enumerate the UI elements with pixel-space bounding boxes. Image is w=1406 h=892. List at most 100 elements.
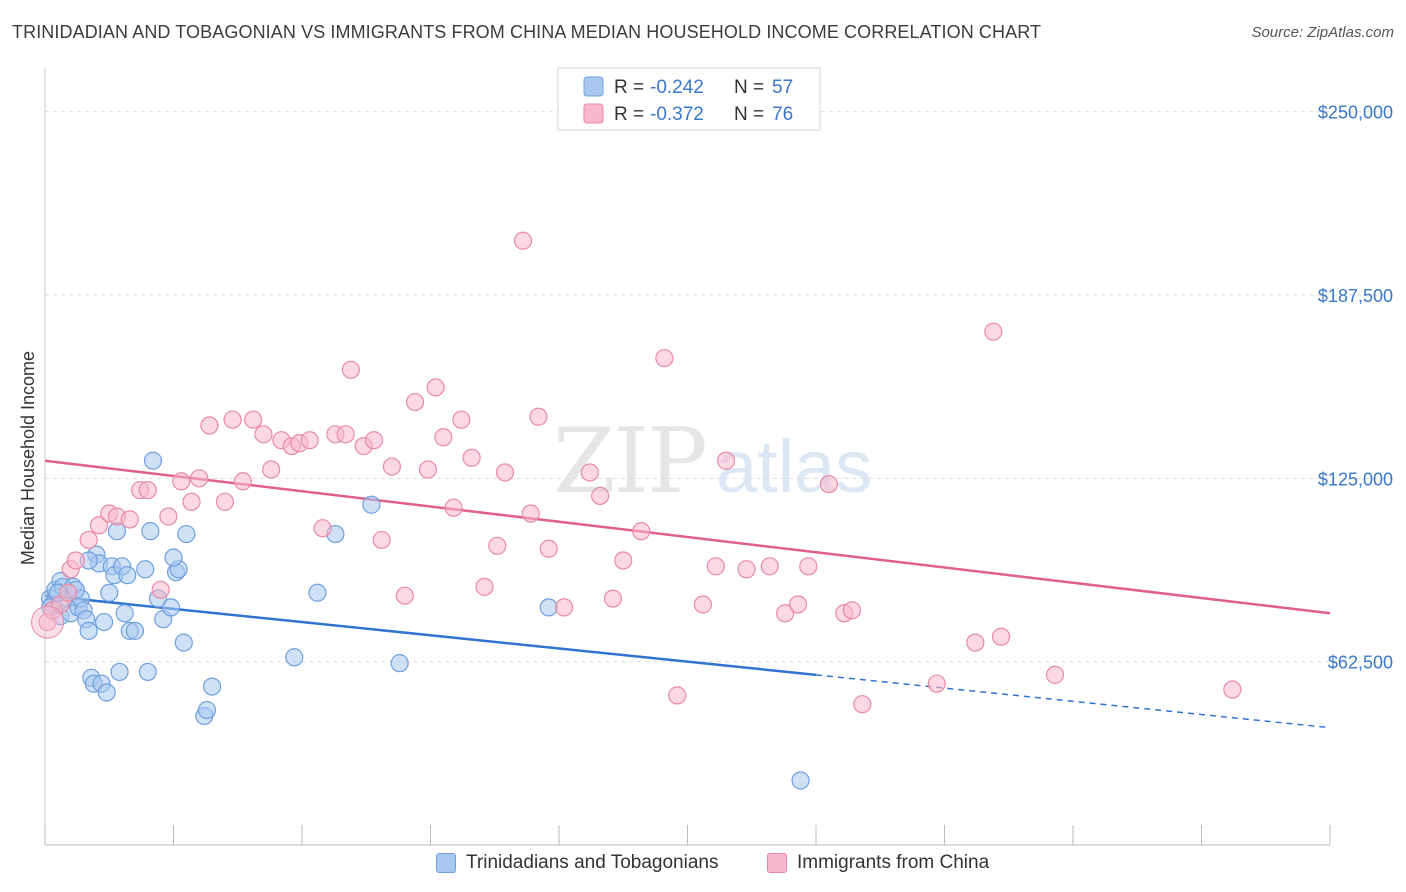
- series-legend-item-china: Immigrants from China: [767, 852, 989, 874]
- series-legend: Trinidadians and Tobagonians Immigrants …: [0, 850, 1406, 880]
- trend-line-blue-dashed: [815, 674, 1331, 729]
- point-pink-43: [452, 410, 471, 429]
- legend-n-label-2: N =: [734, 104, 764, 125]
- point-blue-50: [791, 771, 810, 790]
- point-pink-76: [1045, 665, 1065, 684]
- y-tick-label-2: $187,500: [1318, 286, 1393, 306]
- point-pink-49: [521, 504, 540, 523]
- legend-swatch-blue: [583, 76, 604, 97]
- y-tick-label-1: $125,000: [1318, 469, 1393, 489]
- point-pink-57: [632, 522, 651, 541]
- series-swatch-blue: [436, 853, 456, 873]
- point-pink-55: [603, 589, 623, 608]
- point-pink-15: [172, 472, 191, 491]
- point-pink-18: [200, 416, 219, 435]
- point-pink-37: [395, 586, 414, 605]
- point-blue-40: [177, 524, 196, 544]
- point-blue-21: [100, 583, 119, 602]
- point-pink-68: [819, 475, 838, 494]
- scatter-plot: ZIP atlas $62,500 $125,000 $187,500 $250,00…: [18, 67, 1395, 846]
- point-pink-64: [760, 557, 779, 576]
- point-blue-25: [110, 662, 129, 682]
- series-legend-item-trinidadians: Trinidadians and Tobagonians: [436, 852, 718, 874]
- point-pink-20: [223, 410, 242, 429]
- point-pink-17: [190, 469, 209, 488]
- point-blue-33: [143, 451, 163, 470]
- point-blue-48: [390, 654, 409, 673]
- point-pink-34: [364, 431, 384, 450]
- point-pink-56: [614, 551, 633, 570]
- point-pink-31: [336, 425, 355, 444]
- point-pink-51: [539, 539, 558, 558]
- y-tick-label-0: $62,500: [1328, 653, 1393, 673]
- legend-r-label-1: R =: [614, 77, 644, 98]
- point-pink-24: [262, 460, 281, 479]
- legend-r-value-2: -0.372: [650, 104, 704, 125]
- point-pink-44: [462, 448, 481, 467]
- point-pink-67: [799, 557, 818, 576]
- point-pink-6: [79, 530, 98, 550]
- point-pink-22: [244, 410, 263, 429]
- point-pink-cluster: [31, 605, 65, 639]
- legend-n-value-1: 57: [772, 77, 793, 98]
- point-blue-31: [138, 662, 157, 682]
- point-pink-42: [444, 498, 463, 517]
- point-pink-46: [488, 536, 507, 555]
- legend-r-value-1: -0.242: [650, 77, 704, 98]
- point-pink-36: [382, 457, 402, 476]
- point-pink-40: [426, 378, 445, 397]
- point-pink-29: [313, 519, 332, 538]
- data-points: [31, 231, 1242, 790]
- point-pink-73: [966, 633, 985, 652]
- point-blue-19: [95, 612, 114, 632]
- legend-r-label-2: R =: [614, 104, 644, 125]
- point-pink-71: [853, 695, 872, 714]
- point-pink-19: [215, 492, 234, 511]
- point-pink-28: [300, 431, 319, 450]
- point-pink-32: [341, 360, 360, 379]
- point-blue-47: [362, 495, 381, 514]
- point-blue-20: [97, 683, 116, 702]
- point-blue-43: [202, 677, 222, 696]
- point-pink-61: [706, 557, 725, 576]
- point-blue-27: [115, 604, 134, 623]
- point-pink-35: [372, 530, 391, 550]
- series-legend-label-china: Immigrants from China: [797, 852, 990, 873]
- chart-title: TRINIDADIAN AND TOBAGONIAN VS IMMIGRANTS…: [12, 22, 1042, 42]
- point-blue-36: [161, 598, 181, 617]
- point-pink-23: [254, 425, 273, 444]
- trend-line-pink: [44, 459, 1331, 615]
- point-pink-60: [693, 595, 713, 614]
- legend-n-label-1: N =: [734, 77, 764, 98]
- point-pink-39: [418, 460, 438, 479]
- point-pink-7: [89, 516, 109, 535]
- point-pink-77: [1223, 680, 1242, 699]
- point-pink-74: [984, 322, 1003, 341]
- point-blue-39: [174, 633, 193, 652]
- axes: [44, 68, 1331, 846]
- point-pink-65: [776, 604, 795, 623]
- point-pink-3: [59, 583, 78, 602]
- point-pink-5: [66, 551, 85, 570]
- point-pink-38: [405, 392, 425, 412]
- series-legend-label-trinidadians: Trinidadians and Tobagonians: [466, 852, 719, 873]
- point-pink-53: [580, 463, 599, 482]
- point-blue-42: [197, 700, 217, 720]
- y-axis-label: Median Household Income: [18, 351, 38, 565]
- source-label: Source: ZipAtlas.com: [1251, 24, 1394, 41]
- point-pink-52: [555, 598, 574, 617]
- point-pink-63: [737, 560, 756, 579]
- point-pink-54: [591, 486, 610, 506]
- point-blue-49: [539, 598, 558, 617]
- point-blue-30: [136, 560, 155, 579]
- point-pink-62: [716, 451, 736, 470]
- point-blue-55: [118, 566, 137, 585]
- legend-n-value-2: 76: [772, 104, 793, 125]
- watermark-atlas: atlas: [716, 425, 872, 508]
- point-pink-58: [655, 348, 674, 368]
- point-pink-50: [529, 407, 548, 426]
- point-pink-72: [927, 674, 946, 693]
- y-tick-label-3: $250,000: [1318, 103, 1393, 123]
- point-pink-75: [991, 627, 1011, 646]
- watermark-zip: ZIP: [553, 409, 706, 514]
